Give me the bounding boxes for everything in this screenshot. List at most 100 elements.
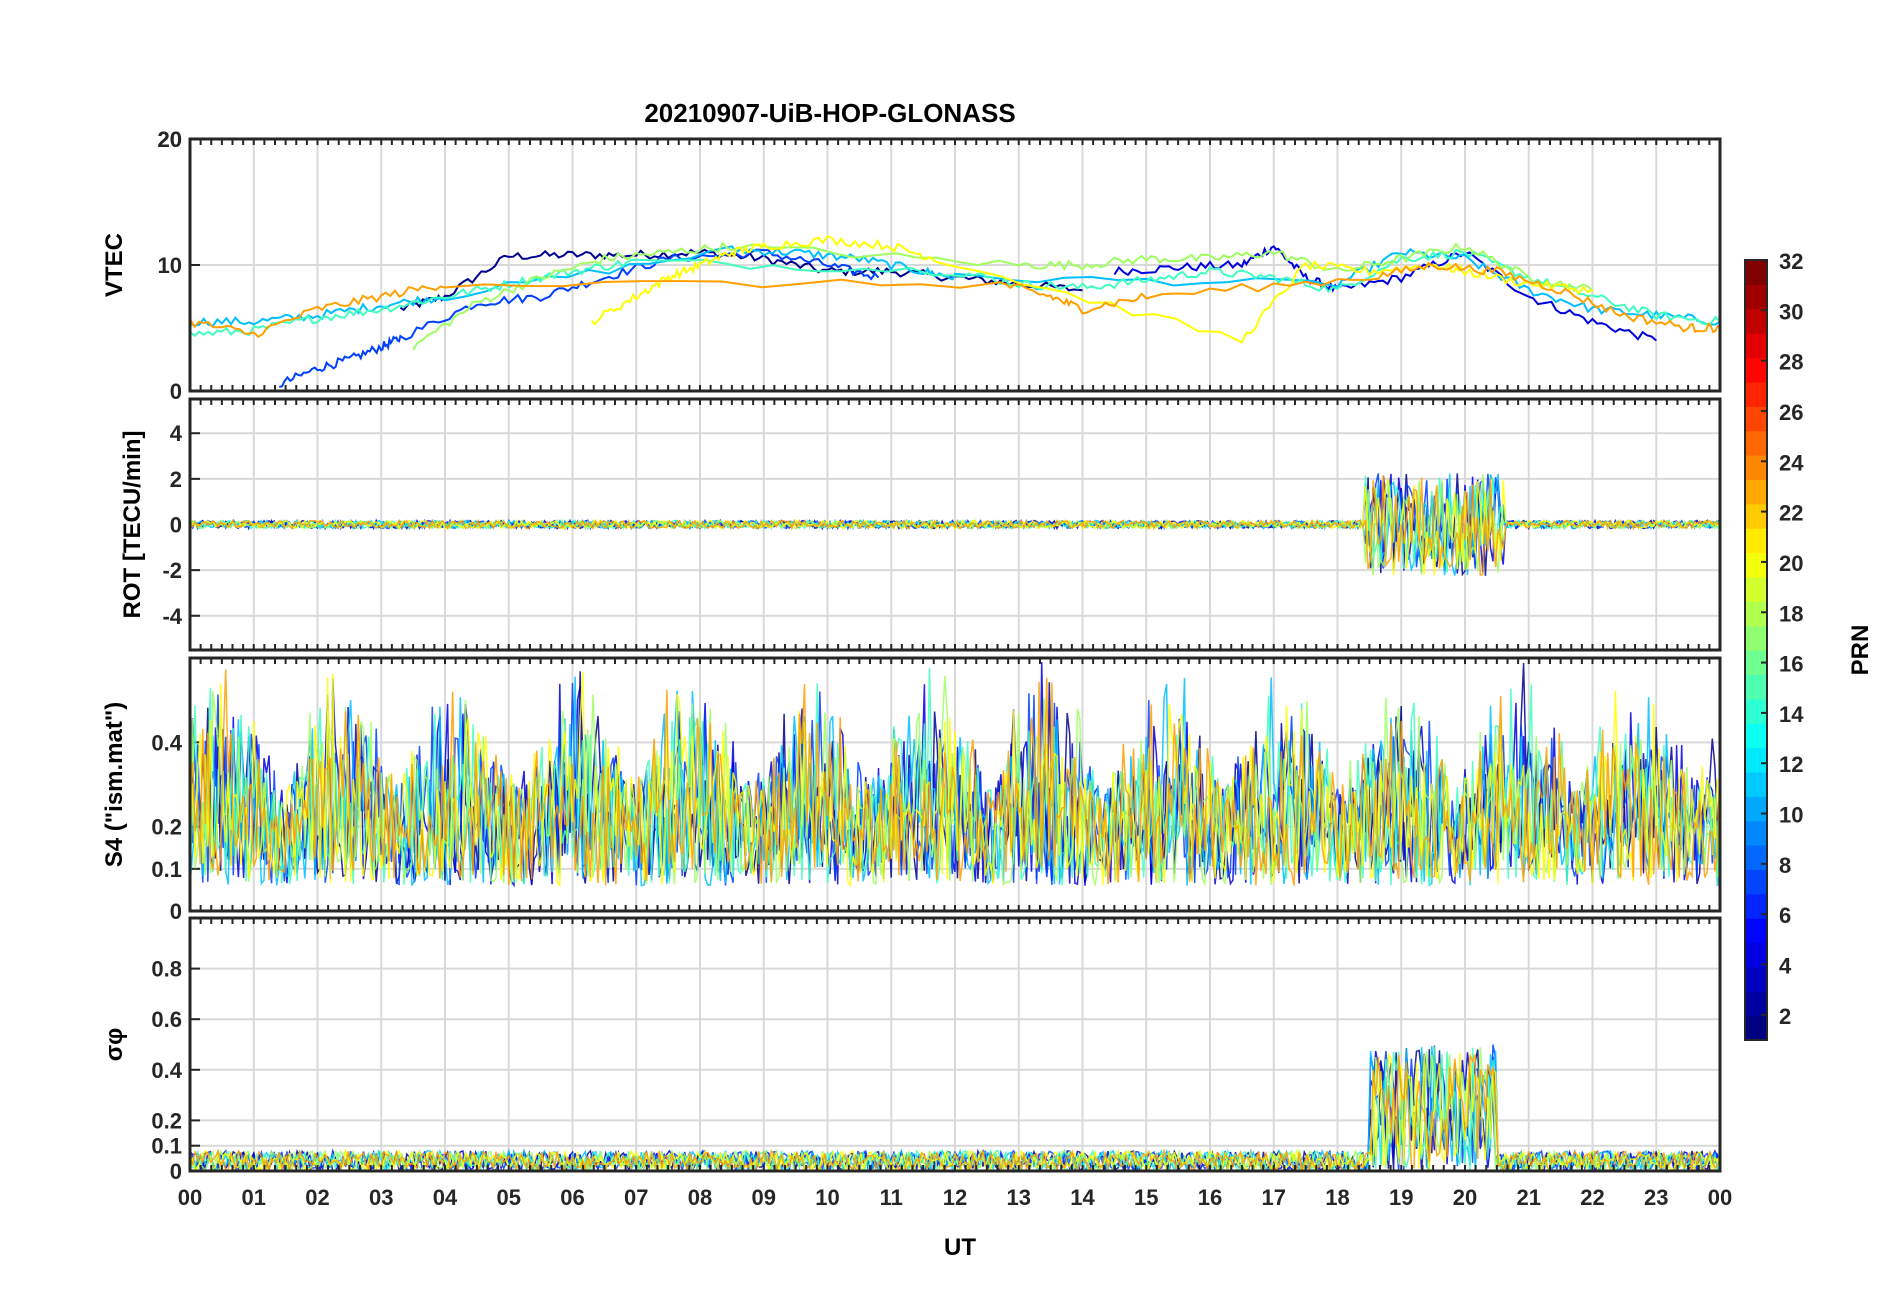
colorbar-cell [1745,747,1767,773]
colorbar-tick-label: 16 [1779,652,1803,677]
y-tick-label: 0.1 [151,1134,182,1159]
y-tick-label: 0.8 [151,957,182,982]
colorbar-cell [1745,430,1767,456]
x-tick-label: 10 [815,1185,839,1210]
x-tick-label: 17 [1262,1185,1286,1210]
colorbar-tick-label: 24 [1779,450,1804,475]
y-axis-label: S4 ("ism.mat") [101,702,128,867]
y-tick-label: 0 [170,513,182,538]
colorbar-cell [1745,771,1767,797]
y-tick-label: 0 [170,1159,182,1184]
colorbar-tick-label: 12 [1779,752,1803,777]
colorbar-cell [1745,991,1767,1017]
x-tick-label: 00 [178,1185,202,1210]
panel-frame [188,916,1722,1173]
colorbar-tick-label: 22 [1779,501,1803,526]
colorbar-label: PRN [1847,625,1874,676]
x-tick-label: 09 [752,1185,776,1210]
colorbar-tick-label: 30 [1779,299,1803,324]
y-tick-label: 0 [170,899,182,924]
y-axis-label: VTEC [101,233,128,297]
colorbar-frame [1744,259,1768,1041]
x-tick-label: 06 [560,1185,584,1210]
y-tick-label: 0.2 [151,1108,182,1133]
colorbar-cell [1745,845,1767,870]
colorbar-tick-label: 6 [1779,903,1791,928]
x-tick-label: 02 [305,1185,329,1210]
colorbar-tick-label: 8 [1779,853,1791,878]
y-tick-label: 0.1 [151,857,182,882]
chart-title: 20210907-UiB-HOP-GLONASS [644,98,1015,128]
x-tick-label: 20 [1453,1185,1477,1210]
x-tick-label: 13 [1007,1185,1031,1210]
rot-series-line [189,474,1721,576]
x-tick-label: 05 [497,1185,521,1210]
colorbar-cell [1745,820,1767,846]
colorbar-cell [1745,942,1767,968]
colorbar-cell [1745,625,1767,651]
colorbar-cell [1745,918,1767,944]
colorbar-cell [1745,650,1767,675]
panel-frame [188,397,1722,652]
x-tick-labels: 00 01 02 03 04 05 06 07 08 09 10 11 12 13 14 15 16 17 18 19… [178,1185,1732,1210]
colorbar-cell [1745,308,1767,334]
s4-series-line [189,669,1721,886]
y-tick-label: 0.4 [151,730,182,755]
colorbar-cell [1745,723,1767,749]
x-tick-label: 03 [369,1185,393,1210]
panel-frame [188,656,1722,913]
panel-s4: 0 0.1 0.2 0.4 S4 ("ism.mat") [101,656,1722,924]
colorbar-tick-label: 32 [1779,249,1803,274]
y-tick-label: 0.4 [151,1058,182,1083]
colorbar-cell [1745,357,1767,383]
y-tick-label: 20 [158,127,182,152]
colorbar-cell [1745,869,1767,895]
y-axis-label: σφ [101,1028,128,1062]
colorbar-tick-label: 26 [1779,400,1803,425]
x-tick-label: 12 [943,1185,967,1210]
y-tick-label: 2 [170,467,182,492]
vtec-series-line [279,248,880,388]
colorbar-tick-label: 10 [1779,803,1803,828]
y-axis-label: ROT [TECU/min] [119,431,146,619]
x-tick-label: 14 [1070,1185,1095,1210]
x-tick-label: 19 [1389,1185,1413,1210]
colorbar-cell [1745,576,1767,602]
x-tick-label: 11 [880,1185,903,1210]
colorbar-cell [1745,552,1767,578]
y-tick-label: 0.6 [151,1007,182,1032]
colorbar-cell [1745,455,1767,480]
y-tick-label: 4 [170,421,183,446]
y-tick-label: 0 [170,379,182,404]
rot-series-line [189,475,1721,577]
colorbar-cell [1745,284,1767,310]
vtec-series-line [590,235,1593,344]
panel-sigma: 00.10.2 0.4 0.6 0.8 σφ [101,916,1722,1184]
vtec-series-line [412,241,1594,351]
colorbar-cell [1745,674,1767,700]
colorbar-cell [1745,893,1767,919]
sigma-series-line [189,1053,1721,1174]
y-tick-label: 10 [158,253,182,278]
colorbar-cell [1745,966,1767,992]
colorbar-cell [1745,406,1767,432]
colorbar-tick-label: 4 [1779,954,1792,979]
colorbar-cell [1745,503,1767,529]
x-tick-label: 23 [1644,1185,1668,1210]
x-tick-label: 08 [688,1185,712,1210]
x-tick-label: 18 [1325,1185,1349,1210]
colorbar-cell [1745,698,1767,724]
colorbar-cell [1745,796,1767,822]
colorbar-cell [1745,1015,1767,1041]
vtec-series-line [399,248,1083,312]
colorbar-cell [1745,479,1767,505]
x-tick-label: 16 [1198,1185,1222,1210]
panel-frame [188,137,1722,393]
x-tick-label: 15 [1134,1185,1158,1210]
x-tick-label: 07 [624,1185,648,1210]
y-tick-label: 0.2 [151,815,182,840]
colorbar-tick-label: 20 [1779,551,1803,576]
